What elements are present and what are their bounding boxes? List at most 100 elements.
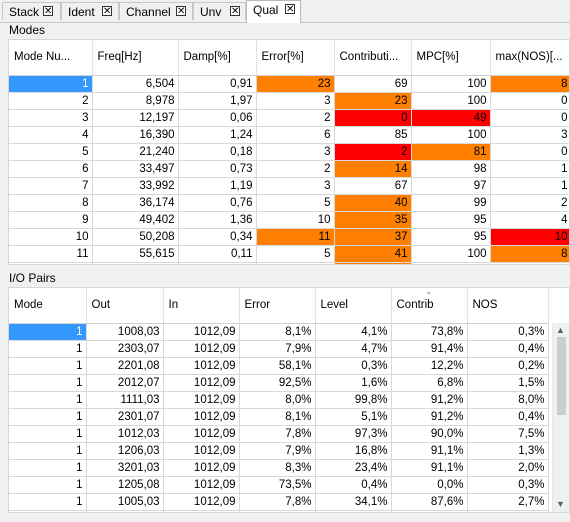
io-pairs-cell[interactable]: 1 — [9, 391, 87, 409]
modes-cell[interactable]: 6 — [9, 160, 93, 178]
io-pairs-cell[interactable]: 1012,09 — [163, 442, 240, 460]
tab-unv[interactable]: Unv ✕ — [193, 2, 246, 20]
io-pairs-cell[interactable]: 7,5% — [467, 425, 549, 443]
scroll-down-arrow-icon[interactable]: ▼ — [556, 499, 565, 509]
modes-cell[interactable]: 2 — [256, 160, 335, 178]
io-pairs-cell[interactable]: 99,8% — [315, 391, 392, 409]
modes-cell[interactable]: 67 — [334, 177, 412, 195]
io-pairs-cell[interactable]: 73,5% — [239, 476, 316, 494]
io-pairs-cell[interactable]: 90,0% — [391, 425, 468, 443]
modes-cell[interactable]: 1 — [9, 75, 93, 93]
modes-cell[interactable]: 0,76 — [178, 194, 257, 212]
table-row[interactable]: 1 1008,03 1012,09 8,1% 4,1% 73,8% 0,3% — [9, 323, 549, 341]
io-pairs-cell[interactable]: 1012,09 — [163, 510, 240, 512]
io-pairs-column-header[interactable]: Level — [315, 288, 392, 324]
io-pairs-cell[interactable]: 8,0% — [467, 391, 549, 409]
modes-cell[interactable]: 2 — [334, 143, 412, 161]
io-pairs-cell[interactable]: 1 — [9, 357, 87, 375]
io-pairs-cell[interactable]: 1012,09 — [163, 374, 240, 392]
io-pairs-cell[interactable]: 2301,07 — [86, 408, 164, 426]
io-pairs-cell[interactable]: 91,1% — [391, 442, 468, 460]
io-pairs-cell[interactable]: 7,9% — [239, 340, 316, 358]
close-icon[interactable]: ✕ — [230, 6, 240, 17]
io-pairs-cell[interactable]: 91,2% — [391, 408, 468, 426]
io-pairs-cell[interactable]: 1111,03 — [86, 391, 164, 409]
tab-qual[interactable]: Qual ✕ — [246, 0, 301, 23]
io-pairs-cell[interactable]: 1 — [9, 425, 87, 443]
io-pairs-cell[interactable]: 1012,09 — [163, 493, 240, 511]
modes-cell[interactable]: 3 — [490, 126, 569, 144]
modes-cell[interactable]: 5 — [256, 194, 335, 212]
io-pairs-cell[interactable]: 7,9% — [239, 442, 316, 460]
io-pairs-cell[interactable]: 6,8% — [391, 374, 468, 392]
io-pairs-cell[interactable]: 1302,08 — [86, 510, 164, 512]
io-pairs-cell[interactable]: 4,7% — [315, 340, 392, 358]
modes-cell[interactable]: 1,53 — [178, 262, 257, 264]
modes-cell[interactable]: 0 — [490, 92, 569, 110]
modes-cell[interactable]: 50,208 — [92, 228, 179, 246]
modes-cell[interactable]: 2 — [490, 194, 569, 212]
modes-cell[interactable]: 33,497 — [92, 160, 179, 178]
modes-cell[interactable]: 95 — [411, 228, 491, 246]
io-pairs-cell[interactable]: 1 — [9, 323, 87, 341]
io-pairs-cell[interactable]: 0,0% — [467, 510, 549, 512]
modes-cell[interactable]: 10 — [490, 228, 569, 246]
modes-cell[interactable]: 69 — [334, 75, 412, 93]
table-row[interactable]: 1 2012,07 1012,09 92,5% 1,6% 6,8% 1,5% — [9, 374, 549, 392]
io-pairs-column-header[interactable]: Contrib — [391, 288, 468, 324]
io-pairs-cell[interactable]: 23,4% — [315, 459, 392, 477]
modes-cell[interactable]: 10 — [9, 228, 93, 246]
io-pairs-cell[interactable]: 3201,03 — [86, 459, 164, 477]
io-pairs-cell[interactable]: 2201,08 — [86, 357, 164, 375]
io-pairs-cell[interactable]: 8,1% — [239, 408, 316, 426]
io-pairs-cell[interactable]: 1 — [9, 408, 87, 426]
close-icon[interactable]: ✕ — [176, 6, 186, 17]
io-pairs-cell[interactable]: 1012,09 — [163, 408, 240, 426]
io-pairs-cell[interactable]: 58,1% — [239, 357, 316, 375]
modes-cell[interactable]: 4 — [9, 126, 93, 144]
modes-cell[interactable]: 0,73 — [178, 160, 257, 178]
io-pairs-cell[interactable]: 0,3% — [467, 476, 549, 494]
modes-cell[interactable]: 2 — [9, 92, 93, 110]
tab-stack[interactable]: Stack ✕ — [2, 2, 61, 20]
table-row[interactable]: 1 2201,08 1012,09 58,1% 0,3% 12,2% 0,2% — [9, 357, 549, 375]
table-row[interactable]: 7 33,992 1,19 3 67 97 1 — [9, 177, 569, 195]
modes-cell[interactable]: 4 — [490, 262, 569, 264]
modes-cell[interactable]: 5 — [256, 245, 335, 263]
io-pairs-cell[interactable]: 7,8% — [239, 425, 316, 443]
io-pairs-cell[interactable]: 1012,09 — [163, 391, 240, 409]
modes-cell[interactable]: 100 — [411, 126, 491, 144]
io-pairs-cell[interactable]: 1012,09 — [163, 459, 240, 477]
modes-cell[interactable]: 0,34 — [178, 228, 257, 246]
modes-column-header[interactable]: MPC[%] — [411, 40, 491, 76]
modes-cell[interactable]: 98 — [411, 160, 491, 178]
io-pairs-cell[interactable]: 91,4% — [391, 340, 468, 358]
modes-cell[interactable]: 12,197 — [92, 109, 179, 127]
io-pairs-cell[interactable]: 8,1% — [239, 323, 316, 341]
io-pairs-cell[interactable]: 1012,03 — [86, 425, 164, 443]
modes-cell[interactable]: 7 — [9, 177, 93, 195]
modes-cell[interactable]: 10 — [256, 211, 335, 229]
modes-cell[interactable]: 40 — [334, 194, 412, 212]
io-pairs-cell[interactable]: 2303,07 — [86, 340, 164, 358]
table-row[interactable]: 1 2301,07 1012,09 8,1% 5,1% 91,2% 0,4% — [9, 408, 549, 426]
modes-cell[interactable]: 3 — [256, 92, 335, 110]
modes-cell[interactable]: 81 — [411, 143, 491, 161]
io-pairs-cell[interactable]: 1012,09 — [163, 476, 240, 494]
table-row[interactable]: 6 33,497 0,73 2 14 98 1 — [9, 160, 569, 178]
modes-cell[interactable]: 0 — [490, 109, 569, 127]
modes-cell[interactable]: 21,240 — [92, 143, 179, 161]
table-row[interactable]: 1 1206,03 1012,09 7,9% 16,8% 91,1% 1,3% — [9, 442, 549, 460]
modes-cell[interactable]: 100 — [411, 245, 491, 263]
modes-cell[interactable]: 41 — [334, 245, 412, 263]
modes-cell[interactable]: 11 — [256, 228, 335, 246]
modes-cell[interactable]: 11 — [9, 245, 93, 263]
table-row[interactable]: 1 3201,03 1012,09 8,3% 23,4% 91,1% 2,0% — [9, 459, 549, 477]
modes-cell[interactable]: 16,390 — [92, 126, 179, 144]
io-pairs-cell[interactable]: 87,6% — [391, 493, 468, 511]
modes-cell[interactable]: 0,06 — [178, 109, 257, 127]
modes-cell[interactable]: 0 — [490, 143, 569, 161]
table-row[interactable]: 3 12,197 0,06 2 0 49 0 — [9, 109, 569, 127]
table-row[interactable]: 1 6,504 0,91 23 69 100 8 — [9, 75, 569, 93]
modes-cell[interactable]: 36,174 — [92, 194, 179, 212]
